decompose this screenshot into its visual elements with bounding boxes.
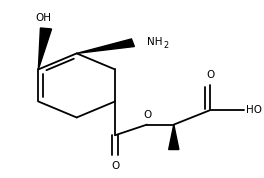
Polygon shape — [169, 125, 179, 150]
Text: 2: 2 — [163, 41, 168, 50]
Polygon shape — [38, 28, 51, 69]
Text: OH: OH — [35, 13, 51, 23]
Text: O: O — [111, 161, 119, 171]
Text: O: O — [206, 70, 214, 80]
Text: O: O — [144, 110, 152, 120]
Text: NH: NH — [147, 37, 162, 47]
Text: HO: HO — [246, 105, 262, 115]
Polygon shape — [77, 39, 134, 53]
